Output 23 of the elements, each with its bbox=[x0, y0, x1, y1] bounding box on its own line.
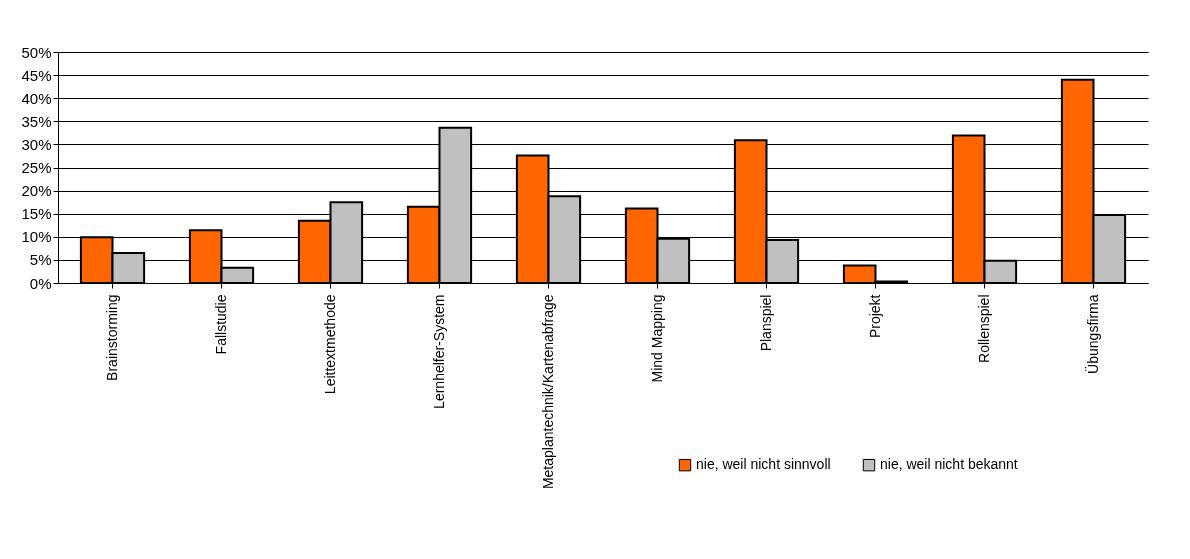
y-tick-label: 0% bbox=[29, 274, 52, 292]
x-tick-label: Leittextmethode bbox=[321, 294, 338, 395]
y-tick-label: 45% bbox=[21, 66, 52, 84]
x-tick-label: Planspiel bbox=[757, 294, 774, 352]
x-tick-label: Rollenspiel bbox=[975, 294, 992, 363]
y-tick-label: 40% bbox=[21, 89, 52, 107]
x-tick-label: Metaplantechnik/Kartenabfrage bbox=[539, 294, 556, 490]
x-tick-label: Lernhelfer-System bbox=[430, 294, 447, 409]
x-tick-label: Fallstudie bbox=[212, 294, 229, 355]
x-tick-label: Projekt bbox=[866, 294, 883, 339]
y-tick-label: 30% bbox=[21, 135, 52, 153]
x-tick-label: Brainstorming bbox=[103, 294, 120, 381]
y-tick-label: 50% bbox=[21, 43, 52, 61]
legend-label: nie, weil nicht sinnvoll bbox=[696, 456, 831, 473]
y-tick-label: 20% bbox=[21, 182, 52, 200]
x-tick-label: Übungsfirma bbox=[1083, 294, 1101, 374]
y-tick-label: 10% bbox=[21, 228, 52, 246]
y-tick-label: 35% bbox=[21, 112, 52, 130]
x-tick-label: Mind Mapping bbox=[648, 294, 665, 383]
y-tick-label: 5% bbox=[29, 251, 52, 269]
y-tick-label: 15% bbox=[21, 205, 52, 223]
y-tick-label: 25% bbox=[21, 159, 52, 176]
legend-label: nie, weil nicht bekannt bbox=[880, 456, 1018, 473]
